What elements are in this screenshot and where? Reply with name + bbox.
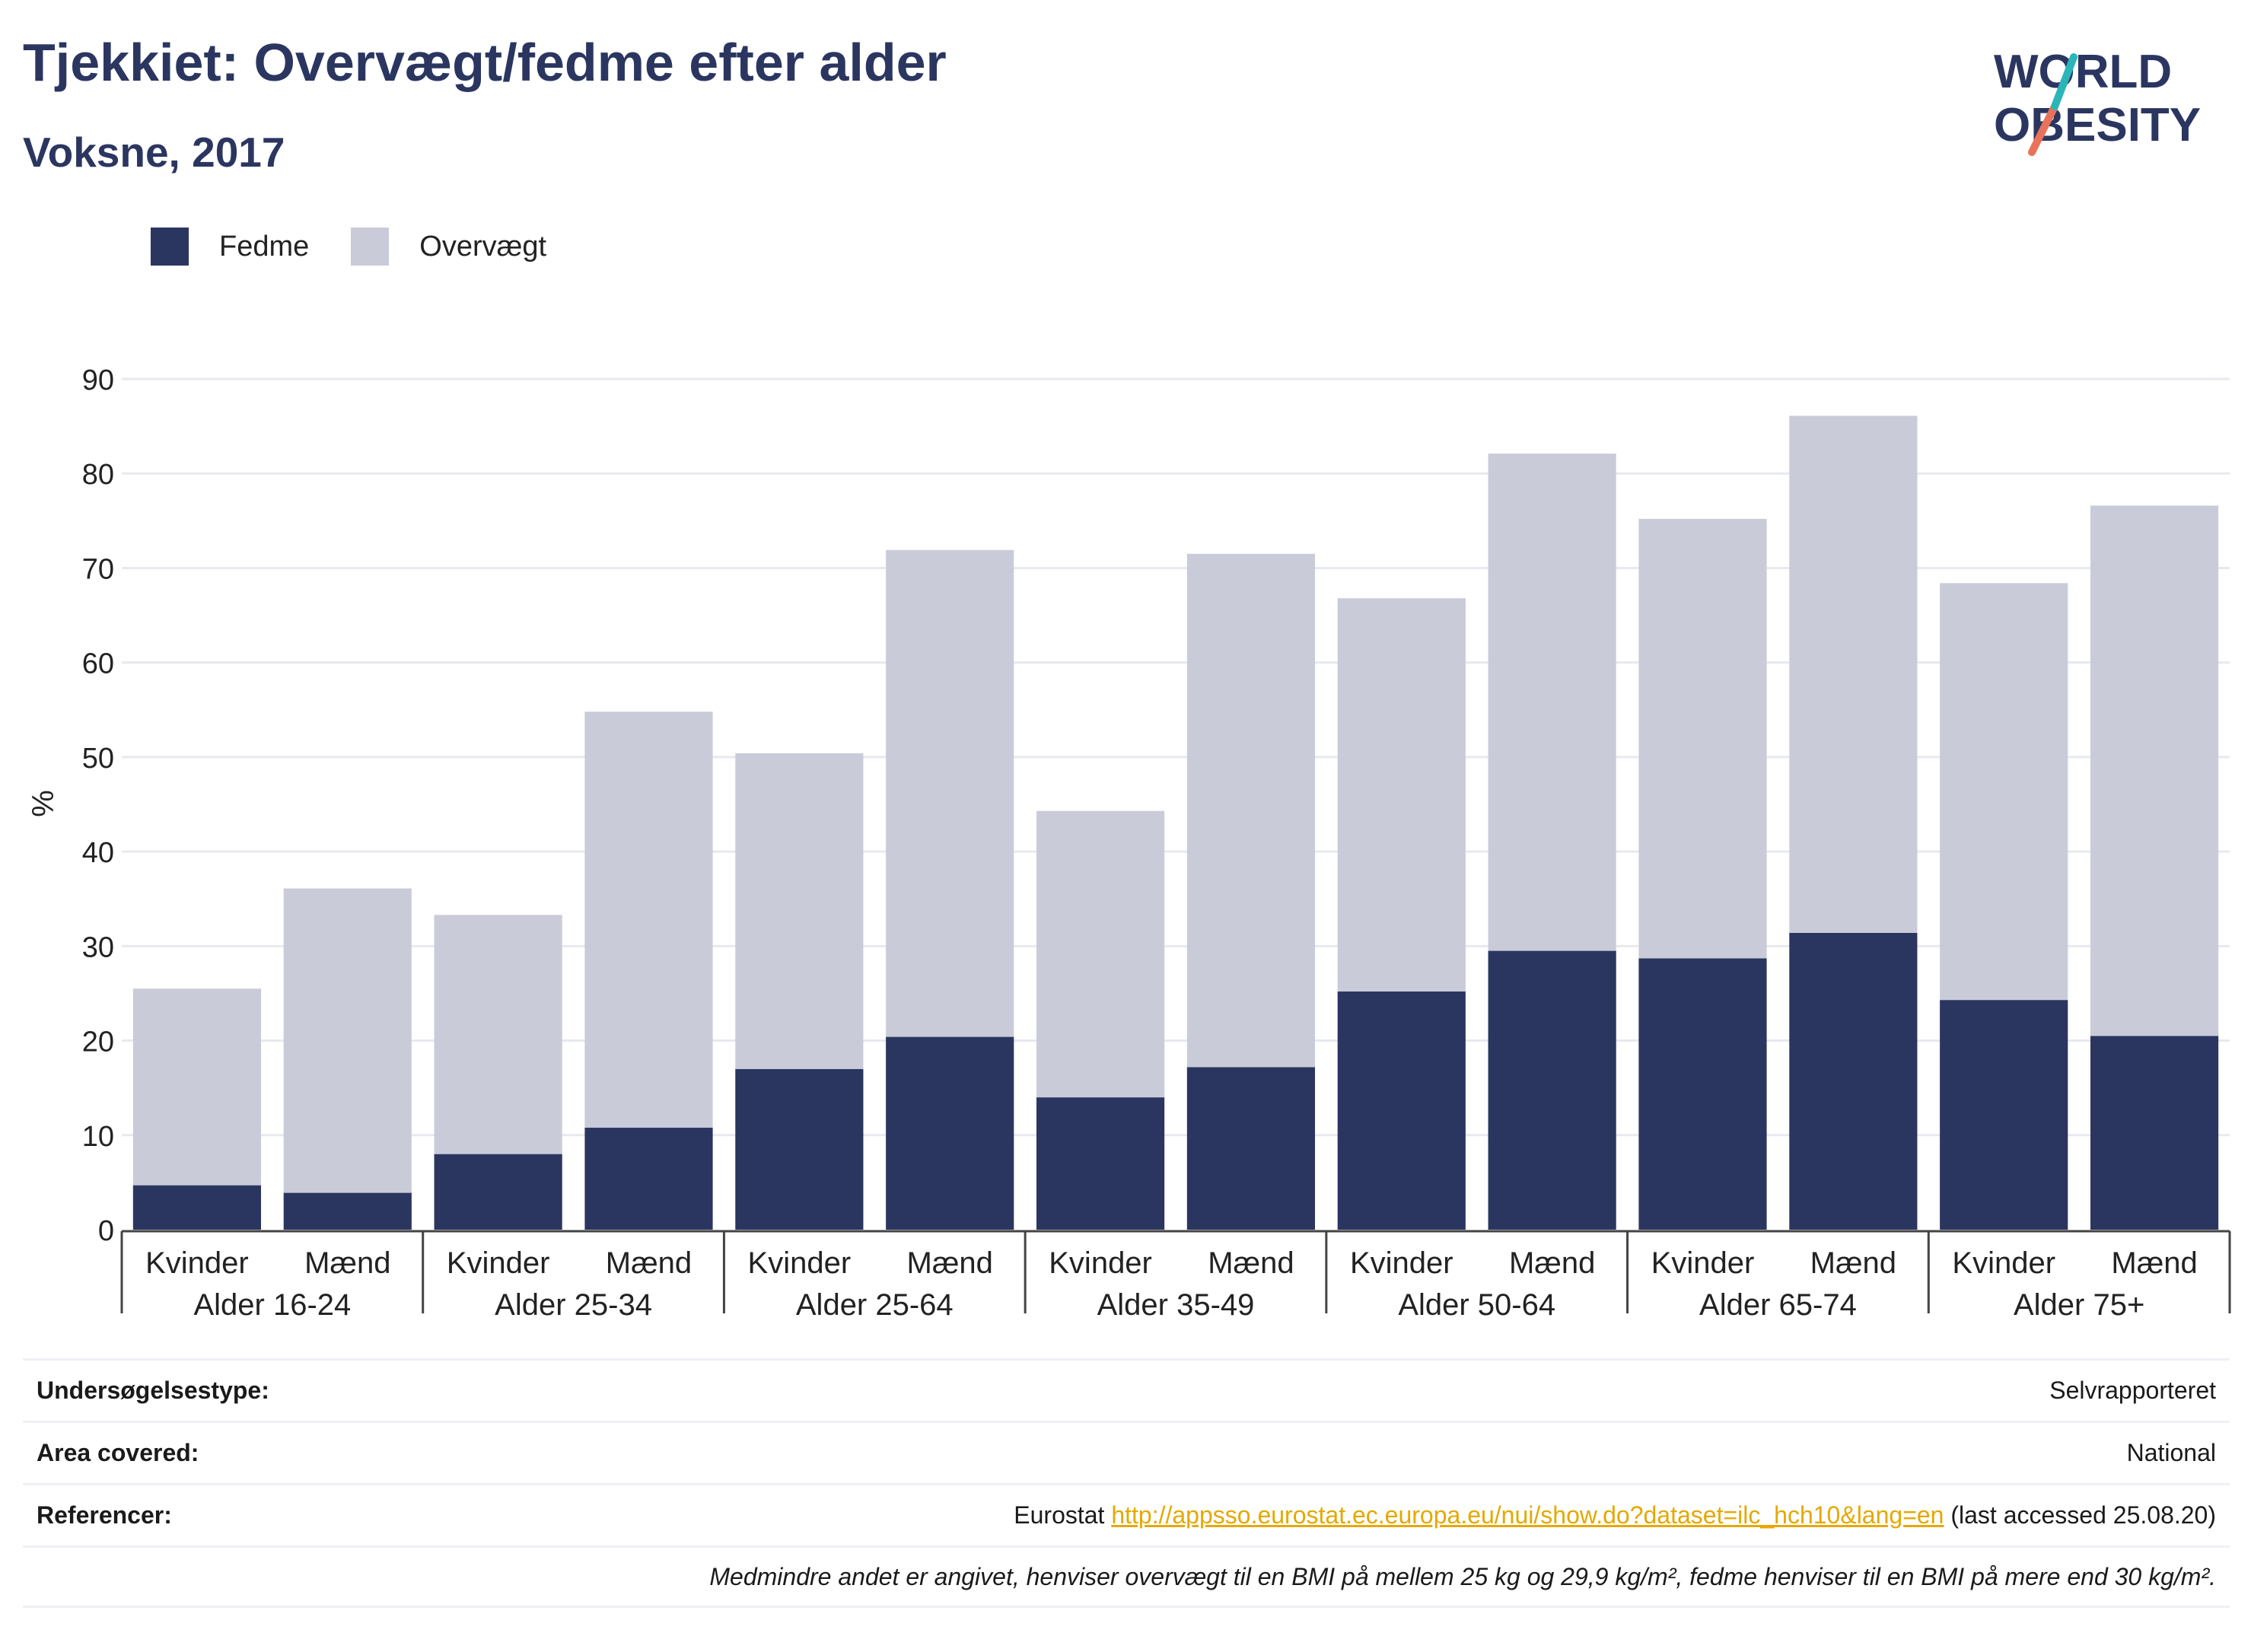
area-covered-value: National [2126, 1439, 2216, 1466]
x-tick-label: Mænd [1208, 1246, 1294, 1280]
y-tick-label: 0 [98, 1215, 114, 1247]
group-label: Alder 75+ [2014, 1288, 2144, 1322]
y-tick-label: 60 [82, 648, 114, 680]
y-tick-label: 40 [82, 837, 114, 869]
x-tick-label: Mænd [304, 1246, 390, 1280]
x-tick-label: Mænd [1509, 1246, 1595, 1280]
bars [132, 415, 2219, 1230]
bar-fedme [584, 1127, 713, 1230]
chart-legend: Fedme Overvægt [151, 225, 588, 268]
stacked-bar-chart: 0 10 20 30 40 50 60 70 80 90 Kvinder Mænd Kvinder Mæn… [27, 364, 2231, 1322]
group-label: Alder 25-34 [495, 1288, 652, 1322]
bar-fedme [1186, 1067, 1316, 1230]
legend-label-fedme: Fedme [219, 230, 310, 263]
bar-overvaegt [1940, 583, 2068, 1001]
survey-type-label: Undersøgelsestype: [37, 1377, 269, 1404]
y-tick-label: 20 [82, 1027, 114, 1058]
references-label: Referencer: [37, 1501, 172, 1529]
logo-line2: OBESITY [1994, 99, 2201, 151]
bar-fedme [735, 1068, 864, 1230]
group-label: Alder 25-64 [796, 1288, 954, 1322]
references-value: Eurostat http://appsso.eurostat.ec.europ… [1014, 1501, 2216, 1529]
y-axis-label: % [27, 790, 60, 817]
bar-overvaegt [735, 753, 864, 1069]
bar-fedme [1638, 958, 1767, 1230]
x-tick-label: Kvinder [1049, 1246, 1152, 1280]
meta-row-survey: Undersøgelsestype: Selvrapporteret [23, 1358, 2230, 1421]
bar-overvaegt [584, 711, 713, 1128]
logo-line1: WORLD [1994, 46, 2172, 98]
bar-fedme [1789, 932, 1918, 1230]
bar-fedme [886, 1036, 1014, 1230]
meta-row-area: Area covered: National [23, 1421, 2230, 1483]
ref-suffix: (last accessed 25.08.20) [1944, 1501, 2216, 1529]
legend-label-overvaegt: Overvægt [419, 230, 547, 263]
bar-overvaegt [886, 549, 1014, 1037]
definition-note: Medmindre andet er angivet, henviser ove… [709, 1562, 2216, 1590]
meta-row-references: Referencer: Eurostat http://appsso.euros… [23, 1483, 2230, 1545]
y-tick-label: 30 [82, 931, 114, 963]
x-tick-label: Mænd [1810, 1246, 1896, 1280]
bar-fedme [1940, 1000, 2068, 1230]
x-tick-label: Mænd [907, 1246, 993, 1280]
group-label: Alder 16-24 [193, 1288, 351, 1322]
survey-type-value: Selvrapporteret [2049, 1377, 2216, 1404]
reference-link[interactable]: http://appsso.eurostat.ec.europa.eu/nui/… [1111, 1501, 1944, 1529]
bar-fedme [1036, 1097, 1165, 1230]
bar-overvaegt [1789, 415, 1918, 933]
bar-overvaegt [2090, 505, 2219, 1036]
x-tick-label: Kvinder [748, 1246, 852, 1280]
legend-swatch-overvaegt [351, 228, 390, 266]
bar-overvaegt [434, 915, 562, 1154]
y-tick-label: 70 [82, 553, 114, 585]
y-tick-label: 80 [82, 459, 114, 491]
bar-overvaegt [1488, 454, 1616, 951]
group-label: Alder 65-74 [1699, 1288, 1857, 1322]
bar-overvaegt [1337, 598, 1466, 992]
group-label: Alder 35-49 [1097, 1288, 1255, 1322]
bar-fedme [2090, 1036, 2219, 1230]
bar-fedme [283, 1192, 412, 1230]
page-subtitle: Voksne, 2017 [23, 129, 285, 176]
y-tick-label: 10 [82, 1121, 114, 1153]
bar-overvaegt [1638, 518, 1767, 959]
legend-item-fedme[interactable]: Fedme [151, 228, 309, 266]
x-tick-label: Mænd [606, 1246, 692, 1280]
legend-item-overvaegt[interactable]: Overvægt [351, 228, 546, 266]
y-tick-label: 90 [82, 364, 114, 396]
area-covered-label: Area covered: [37, 1439, 199, 1466]
x-tick-label: Kvinder [447, 1246, 550, 1280]
bar-overvaegt [132, 988, 262, 1186]
x-tick-label: Kvinder [1350, 1246, 1453, 1280]
bar-fedme [434, 1154, 562, 1230]
bar-overvaegt [1186, 553, 1316, 1068]
x-tick-label: Kvinder [145, 1246, 249, 1280]
metadata-table: Undersøgelsestype: Selvrapporteret Area … [23, 1358, 2230, 1608]
legend-swatch-fedme [151, 228, 189, 266]
y-tick-label: 50 [82, 743, 114, 775]
world-obesity-logo: WORLD OBESITY [1994, 46, 2201, 156]
bar-overvaegt [283, 888, 412, 1193]
page-title: Tjekkiet: Overvægt/fedme efter alder [23, 33, 947, 92]
meta-row-note: Medmindre andet er angivet, henviser ove… [23, 1545, 2230, 1608]
bar-overvaegt [1036, 810, 1165, 1098]
x-tick-label: Kvinder [1651, 1246, 1755, 1280]
ref-prefix: Eurostat [1014, 1501, 1112, 1529]
axes: 0 10 20 30 40 50 60 70 80 90 Kvinder Mænd Kvinder Mæn… [82, 364, 2231, 1322]
x-tick-label: Mænd [2111, 1246, 2197, 1280]
bar-fedme [132, 1185, 262, 1230]
group-label: Alder 50-64 [1398, 1288, 1555, 1322]
bar-fedme [1488, 950, 1616, 1230]
x-tick-label: Kvinder [1952, 1246, 2055, 1280]
bar-fedme [1337, 991, 1466, 1230]
